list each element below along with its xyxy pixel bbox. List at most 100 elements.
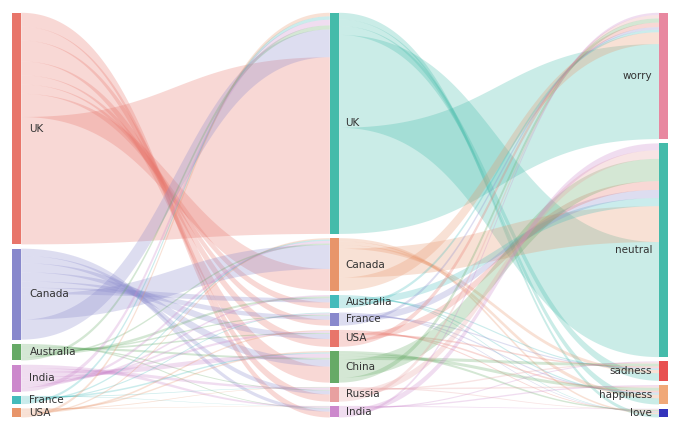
- Text: India: India: [29, 373, 55, 383]
- Polygon shape: [338, 190, 659, 323]
- Polygon shape: [21, 245, 329, 320]
- Polygon shape: [21, 20, 329, 391]
- Polygon shape: [338, 386, 659, 389]
- Polygon shape: [21, 387, 329, 397]
- Polygon shape: [338, 181, 659, 342]
- Polygon shape: [338, 206, 659, 278]
- Text: Australia: Australia: [345, 296, 392, 307]
- Text: sadness: sadness: [610, 366, 652, 376]
- Bar: [329, 238, 338, 291]
- Polygon shape: [21, 29, 329, 340]
- Polygon shape: [21, 347, 329, 360]
- Polygon shape: [338, 330, 659, 412]
- Bar: [329, 313, 338, 325]
- Polygon shape: [21, 238, 329, 415]
- Bar: [12, 344, 21, 360]
- Polygon shape: [338, 13, 659, 417]
- Polygon shape: [21, 13, 329, 417]
- Polygon shape: [338, 314, 659, 394]
- Polygon shape: [21, 13, 329, 417]
- Text: China: China: [345, 362, 375, 372]
- Bar: [329, 387, 338, 402]
- Polygon shape: [21, 365, 329, 408]
- Text: Canada: Canada: [29, 289, 69, 299]
- Polygon shape: [338, 387, 659, 410]
- Bar: [329, 295, 338, 308]
- Polygon shape: [338, 295, 659, 413]
- Polygon shape: [21, 313, 329, 400]
- Polygon shape: [21, 345, 329, 391]
- Polygon shape: [21, 313, 329, 383]
- Polygon shape: [338, 242, 659, 398]
- Polygon shape: [21, 333, 329, 351]
- Bar: [659, 409, 668, 417]
- Polygon shape: [338, 198, 659, 305]
- Polygon shape: [21, 396, 329, 406]
- Polygon shape: [338, 13, 659, 417]
- Text: worry: worry: [623, 71, 652, 81]
- Polygon shape: [21, 295, 329, 385]
- Polygon shape: [338, 159, 659, 378]
- Text: France: France: [29, 395, 64, 405]
- Polygon shape: [338, 297, 659, 370]
- Polygon shape: [338, 333, 659, 368]
- Polygon shape: [21, 282, 329, 320]
- Polygon shape: [21, 61, 329, 347]
- Text: neutral: neutral: [614, 245, 652, 255]
- Polygon shape: [21, 16, 329, 404]
- Text: India: India: [345, 407, 371, 417]
- Polygon shape: [21, 263, 329, 366]
- Polygon shape: [21, 315, 329, 353]
- Polygon shape: [338, 406, 659, 409]
- Polygon shape: [21, 256, 329, 394]
- Polygon shape: [338, 150, 659, 398]
- Polygon shape: [21, 249, 329, 412]
- Polygon shape: [21, 57, 329, 245]
- Bar: [12, 365, 21, 391]
- Text: UK: UK: [345, 118, 360, 128]
- Polygon shape: [338, 363, 659, 391]
- Bar: [329, 406, 338, 417]
- Polygon shape: [338, 357, 659, 366]
- Polygon shape: [338, 35, 659, 357]
- Polygon shape: [21, 241, 329, 388]
- Bar: [12, 13, 21, 245]
- Polygon shape: [21, 330, 329, 414]
- Text: happiness: happiness: [599, 390, 652, 400]
- Polygon shape: [338, 32, 659, 291]
- Polygon shape: [338, 143, 659, 415]
- Polygon shape: [21, 344, 329, 409]
- Polygon shape: [21, 272, 329, 339]
- Polygon shape: [21, 352, 329, 399]
- Text: USA: USA: [345, 334, 367, 343]
- Polygon shape: [21, 40, 329, 383]
- Polygon shape: [21, 331, 329, 380]
- Polygon shape: [21, 26, 329, 360]
- Bar: [659, 143, 668, 357]
- Polygon shape: [21, 406, 329, 409]
- Bar: [12, 396, 21, 404]
- Polygon shape: [21, 85, 329, 308]
- Polygon shape: [338, 30, 659, 308]
- Polygon shape: [21, 27, 329, 402]
- Polygon shape: [21, 387, 329, 410]
- Bar: [659, 13, 668, 139]
- Polygon shape: [338, 245, 659, 373]
- Polygon shape: [338, 15, 659, 402]
- Polygon shape: [338, 44, 659, 234]
- Bar: [12, 249, 21, 340]
- Polygon shape: [21, 288, 329, 302]
- Polygon shape: [338, 385, 659, 408]
- Polygon shape: [338, 23, 659, 347]
- Polygon shape: [21, 296, 329, 356]
- Polygon shape: [338, 361, 659, 409]
- Polygon shape: [338, 351, 659, 411]
- Polygon shape: [338, 20, 659, 404]
- Text: Russia: Russia: [345, 389, 379, 399]
- Polygon shape: [338, 354, 659, 391]
- Polygon shape: [21, 351, 329, 412]
- Polygon shape: [338, 313, 659, 412]
- Bar: [329, 13, 338, 234]
- Polygon shape: [338, 315, 659, 369]
- Polygon shape: [21, 75, 329, 325]
